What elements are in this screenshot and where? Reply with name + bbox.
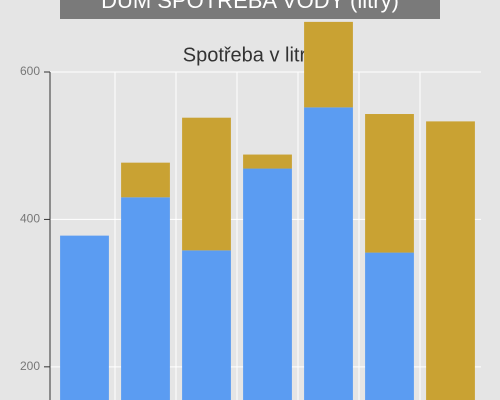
bar-segment [365, 252, 414, 400]
y-tick-label: 600 [20, 64, 40, 78]
y-tick-label: 400 [20, 212, 40, 226]
bar-segment [304, 21, 353, 108]
chart-title: Spotřeba v litrů [183, 44, 318, 66]
bar-segment [121, 162, 170, 198]
bar-segment [121, 197, 170, 400]
bar-segment [243, 154, 292, 169]
y-tick-label: 200 [20, 359, 40, 373]
bar-segment [182, 117, 231, 251]
bar-segment [60, 235, 109, 400]
bar-segment [304, 107, 353, 400]
bar-segment [426, 121, 475, 400]
bar-segment [243, 168, 292, 400]
bar-segment [365, 114, 414, 253]
header-title: DŮM SPOTŘEBA VODY (litry) [101, 0, 399, 13]
header-bar [60, 0, 440, 19]
bar-segment [182, 250, 231, 400]
